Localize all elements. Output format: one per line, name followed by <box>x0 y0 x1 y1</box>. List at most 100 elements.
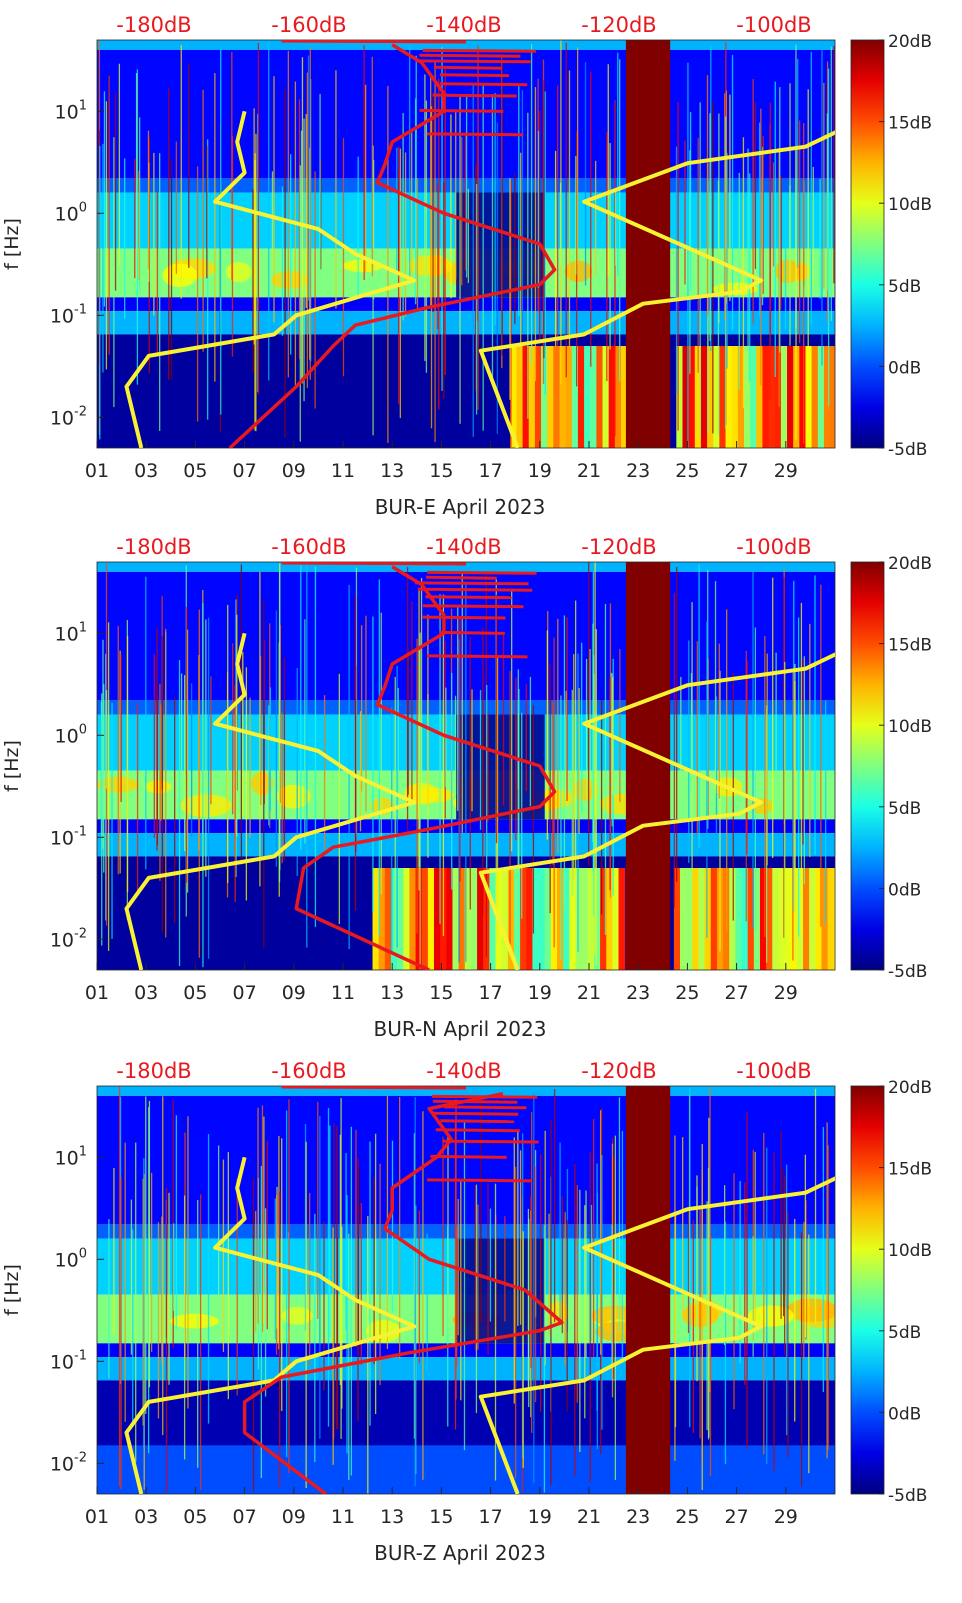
y-tick-exponent: -1 <box>74 824 87 839</box>
heatmap-column <box>692 868 700 970</box>
y-tick-exponent: -2 <box>74 404 87 419</box>
heatmap-streak <box>674 1135 676 1461</box>
heatmap-streak <box>231 51 233 281</box>
heatmap-streak <box>217 1145 220 1316</box>
heatmap-streak <box>706 1201 708 1431</box>
heatmap-column <box>427 868 435 970</box>
heatmap-streak <box>153 654 155 838</box>
heatmap-streak <box>459 96 461 424</box>
heatmap-streak <box>747 148 749 352</box>
heatmap-column <box>741 868 749 970</box>
axes-frame <box>96 39 836 449</box>
heatmap-streak <box>281 1138 283 1412</box>
heatmap-streak <box>111 702 113 939</box>
spectrogram-panel-2: -180dB -160dB -140dB -120dB -100dB10110010-1… <box>1 535 932 1041</box>
heatmap-streak <box>760 108 762 386</box>
heatmap-streak <box>467 188 470 284</box>
heatmap-column <box>501 868 509 970</box>
colorbar-tick-label: 0dB <box>888 1404 921 1424</box>
heatmap-streak <box>394 676 396 955</box>
x-tick-label: 27 <box>725 1506 749 1528</box>
heatmap-streak <box>427 614 429 810</box>
heatmap-streak <box>422 1111 424 1480</box>
heatmap-patch <box>786 1298 835 1323</box>
heatmap-streak <box>480 1097 482 1322</box>
heatmap-streak <box>522 1231 524 1468</box>
heatmap-column <box>821 868 829 970</box>
y-axis-label: f [Hz] <box>1 1264 23 1316</box>
heatmap-streak <box>746 1111 748 1449</box>
heatmap-streak <box>617 52 619 276</box>
heatmap-column <box>534 346 542 448</box>
heatmap-streak <box>438 78 440 410</box>
heatmap-streak <box>529 676 532 807</box>
heatmap-streak <box>501 55 503 356</box>
heatmap-streak <box>126 636 129 893</box>
heatmap-column <box>830 346 835 448</box>
heatmap-streak <box>165 628 167 938</box>
heatmap-streak <box>457 607 459 811</box>
heatmap-column <box>565 346 573 448</box>
heatmap-streak <box>105 101 108 370</box>
heatmap-streak <box>135 73 138 278</box>
heatmap-streak <box>769 102 771 336</box>
heatmap-column <box>446 868 454 970</box>
db-scale-label: -140dB <box>426 535 501 559</box>
heatmap-streak <box>261 1105 264 1333</box>
heatmap-streak <box>496 122 498 435</box>
heatmap-streak <box>136 702 139 892</box>
heatmap-streak <box>175 1115 177 1330</box>
heatmap-streak <box>527 112 529 419</box>
x-tick-label: 19 <box>528 460 552 482</box>
heatmap-streak <box>207 1133 210 1424</box>
data-gap <box>625 1086 671 1494</box>
heatmap-streak <box>234 685 236 903</box>
heatmap-column <box>735 868 743 970</box>
heatmap-streak <box>548 1213 550 1336</box>
heatmap-streak <box>159 684 161 881</box>
heatmap-column <box>620 346 628 448</box>
heatmap-streak <box>190 683 193 837</box>
colorbar-tick-label: -5dB <box>888 962 927 982</box>
heatmap-streak <box>696 641 698 835</box>
yellow-noise-curve-2 <box>478 652 835 970</box>
heatmap-streak <box>495 594 498 844</box>
y-tick-label: 101 <box>55 98 87 123</box>
heatmap-streak <box>396 147 398 271</box>
x-tick-label: 15 <box>429 460 453 482</box>
x-tick-label: 23 <box>626 1506 650 1528</box>
heatmap-streak <box>525 684 527 792</box>
heatmap-streak <box>804 1154 807 1338</box>
colorbar-tick-label: 10dB <box>888 717 932 737</box>
heatmap-streak <box>754 627 757 933</box>
x-tick-label: 23 <box>626 460 650 482</box>
spectrogram-panel-3: -180dB -160dB -140dB -120dB -100dB10110010-1… <box>1 1059 932 1565</box>
heatmap-streak <box>286 1110 288 1458</box>
heatmap-streak <box>830 46 832 321</box>
heatmap-streak <box>584 1205 586 1419</box>
heatmap-streak <box>601 1155 603 1430</box>
heatmap-column <box>415 868 423 970</box>
y-tick-exponent: 0 <box>79 1246 87 1261</box>
heatmap-streak <box>120 653 122 802</box>
heatmap-streak <box>809 623 811 858</box>
db-scale-label: -180dB <box>116 535 191 559</box>
heatmap-streak <box>424 74 426 361</box>
y-tick-label: 100 <box>55 722 87 747</box>
heatmap-streak <box>345 1153 347 1330</box>
x-tick-label: 21 <box>577 982 601 1004</box>
heatmap-streak <box>764 636 766 937</box>
heatmap-streak <box>114 92 117 291</box>
heatmap-quiet-zone <box>456 192 545 298</box>
heatmap-streak <box>298 99 301 360</box>
heatmap-streak <box>456 1226 458 1367</box>
heatmap-column <box>538 868 546 970</box>
heatmap-streak <box>723 93 726 321</box>
heatmap-streak <box>266 1141 268 1330</box>
x-tick-label: 29 <box>774 460 798 482</box>
red-psd-spike <box>422 604 524 609</box>
heatmap-streak <box>168 1192 170 1385</box>
heatmap-streak <box>371 56 373 277</box>
x-tick-label: 05 <box>183 1506 207 1528</box>
red-psd-spike <box>432 93 517 98</box>
